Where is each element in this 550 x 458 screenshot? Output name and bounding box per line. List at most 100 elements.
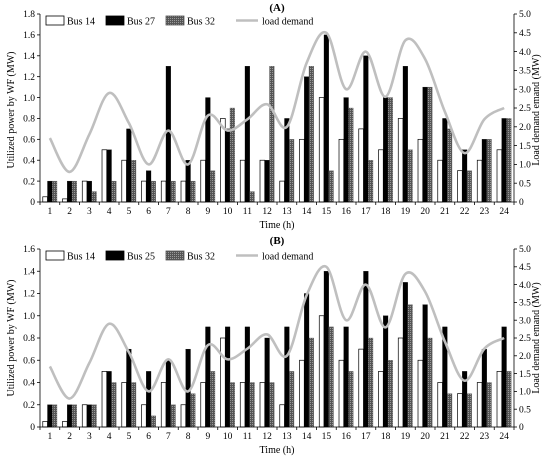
bar-bus-14	[397, 118, 404, 203]
bar-bus-25	[86, 404, 92, 428]
series-line-load-demand	[48, 30, 505, 174]
bar-bus-27	[343, 97, 349, 203]
bar-bus-32	[190, 393, 196, 428]
bar-bus-32	[170, 180, 176, 203]
x-tick-label: 7	[166, 432, 171, 442]
bar-bus-25	[402, 282, 408, 428]
bar-bus-14	[42, 421, 48, 428]
bar-bus-14	[338, 359, 345, 428]
bar-bus-25	[146, 371, 152, 428]
bar-bus-14	[141, 404, 147, 428]
x-tick-label: 11	[243, 432, 252, 442]
chart-legend: Bus 14 Bus 25 Bus 32 load demand	[45, 250, 313, 263]
y-tick-label: 0.2	[23, 401, 35, 411]
bar-bus-25	[383, 315, 389, 428]
x-tick-label: 3	[87, 432, 92, 442]
y2-tick-label: 0	[519, 198, 524, 208]
x-tick-label: 12	[262, 432, 272, 442]
bar-bus-27	[284, 118, 290, 203]
bar-bus-32	[131, 382, 137, 428]
y-tick-label: 1.0	[23, 312, 35, 322]
bar-bus-25	[501, 326, 507, 428]
y-tick-label: 0.8	[23, 334, 35, 344]
bar-bus-14	[358, 128, 364, 203]
series-line-load-demand	[48, 264, 505, 400]
bar-bus-32	[111, 382, 117, 428]
y2-tick-label: 5.0	[519, 10, 531, 20]
bar-bus-27	[402, 66, 408, 203]
bar-bus-14	[457, 393, 463, 428]
bar-bus-32	[170, 404, 176, 428]
bar-bus-25	[205, 326, 211, 428]
bar-bus-32	[52, 404, 58, 428]
bar-bus-32	[91, 191, 97, 203]
bar-bus-27	[67, 180, 73, 203]
x-tick-label: 24	[499, 207, 509, 217]
bar-bus-32	[52, 180, 58, 203]
y-tick-label: 1.4	[23, 267, 35, 277]
y2-tick-label: 3.0	[519, 316, 531, 326]
legend-label: Bus 25	[127, 252, 155, 263]
x-tick-label: 19	[401, 432, 411, 442]
bar-bus-14	[496, 149, 503, 203]
y2-tick-label: 0.5	[519, 405, 531, 415]
legend-swatch	[105, 250, 125, 261]
bar-bus-32	[506, 371, 512, 428]
bar-bus-14	[180, 180, 187, 203]
y-axis-label: Utilized power by WF (MW)	[6, 279, 17, 396]
chart-axes: 0 0.2 0.4 0.6 0.8 1.0 1.2 1.4 1.6 0 0.5 1.0 1.5 2.0 2.…	[23, 245, 531, 442]
bar-bus-14	[81, 180, 88, 203]
chart-axes: 0 0.2 0.4 0.6 0.8 1.0 1.2 1.4 1.6 1.8 0 0.5 1.0 1.5 2.…	[23, 10, 531, 217]
panel-title: (A)	[269, 2, 285, 14]
x-tick-label: 1	[48, 207, 53, 217]
legend-label: Bus 14	[67, 17, 95, 28]
x-tick-label: 11	[243, 207, 252, 217]
bar-bus-14	[299, 359, 305, 428]
x-tick-label: 10	[223, 207, 233, 217]
y2-tick-label: 1.5	[519, 142, 531, 152]
bar-bus-27	[442, 118, 448, 203]
x-tick-label: 17	[361, 432, 371, 442]
y-tick-label: 0	[30, 423, 35, 433]
bar-bus-32	[150, 415, 156, 428]
bar-bus-32	[71, 404, 77, 428]
bar-bus-14	[437, 382, 443, 428]
legend-label: load demand	[262, 17, 313, 28]
chart-marks	[42, 30, 512, 203]
bar-bus-27	[383, 97, 389, 203]
panel-title: (B)	[270, 235, 285, 247]
legend-swatch	[105, 15, 125, 26]
y-tick-label: 1.8	[23, 10, 35, 20]
x-axis-label: Time (h)	[260, 445, 295, 456]
bar-bus-27	[185, 160, 191, 203]
bar-bus-25	[244, 326, 250, 428]
bar-bus-25	[67, 404, 73, 428]
bar-bus-27	[264, 160, 270, 203]
bar-bus-27	[225, 128, 231, 203]
y-tick-label: 1.6	[23, 245, 35, 255]
bar-bus-27	[165, 66, 171, 203]
legend-label: load demand	[262, 252, 313, 263]
x-tick-label: 15	[322, 207, 332, 217]
bar-bus-25	[363, 271, 369, 428]
bar-bus-14	[496, 371, 503, 428]
bar-bus-14	[338, 138, 345, 203]
bar-bus-25	[481, 348, 487, 428]
bar-bus-14	[299, 138, 305, 203]
x-tick-label: 4	[107, 432, 112, 442]
bar-bus-27	[146, 170, 152, 203]
bar-bus-32	[368, 337, 374, 428]
bar-bus-14	[220, 337, 226, 428]
x-tick-label: 1	[48, 432, 53, 442]
x-tick-label: 15	[322, 432, 332, 442]
bar-bus-25	[343, 326, 349, 428]
y2-axis-label: Load demand emand (MW)	[531, 54, 542, 165]
y2-tick-label: 4.5	[519, 29, 531, 39]
bar-bus-14	[220, 118, 226, 203]
x-tick-label: 18	[381, 432, 391, 442]
bar-bus-25	[422, 304, 428, 428]
x-tick-label: 6	[146, 207, 151, 217]
legend-label: Bus 32	[187, 252, 215, 263]
y-axis-label: Utilized power by WF (MW)	[6, 51, 17, 168]
bar-bus-32	[387, 97, 393, 203]
